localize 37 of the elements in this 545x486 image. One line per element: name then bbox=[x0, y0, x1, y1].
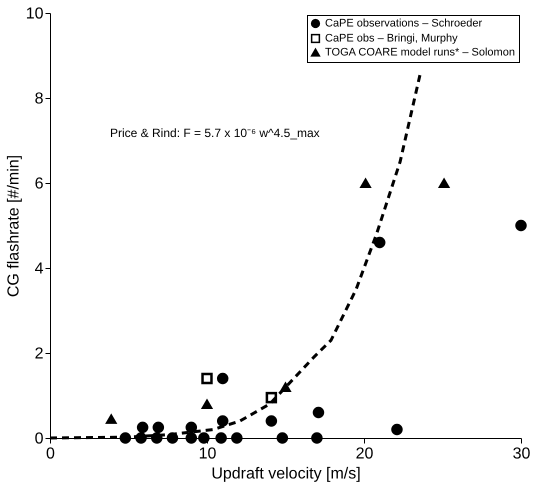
x-tick-label: 10 bbox=[198, 446, 216, 462]
point bbox=[438, 178, 450, 188]
y-tick-label: 4 bbox=[34, 260, 44, 278]
y-tick-label: 10 bbox=[26, 6, 44, 22]
point bbox=[515, 220, 527, 232]
y-tick-label: 6 bbox=[34, 176, 44, 192]
point bbox=[198, 432, 210, 444]
point bbox=[216, 372, 228, 384]
point bbox=[266, 415, 278, 427]
point bbox=[374, 236, 386, 248]
point bbox=[152, 422, 164, 434]
point bbox=[216, 415, 228, 427]
x-axis-title: Updraft velocity [m/s] bbox=[211, 466, 361, 482]
x-tick-label: 20 bbox=[356, 446, 374, 462]
y-axis-title: CG flashrate [#/min] bbox=[6, 154, 23, 298]
point bbox=[360, 178, 372, 188]
point bbox=[201, 398, 213, 410]
y-tick-label: 0 bbox=[34, 430, 44, 448]
annotation: Price & Rind: F = 5.7 x 10⁻⁶ w^4.5_max bbox=[110, 126, 320, 140]
legend-label: CaPE obs – Bringi, Murphy bbox=[325, 32, 458, 44]
point bbox=[105, 414, 117, 424]
point bbox=[311, 432, 323, 444]
y-tick-label: 8 bbox=[34, 90, 44, 108]
point bbox=[231, 432, 243, 444]
point bbox=[201, 372, 213, 384]
point bbox=[186, 432, 198, 444]
legend-label: CaPE observations – Schroeder bbox=[325, 18, 482, 30]
y-tick-label: 2 bbox=[34, 346, 44, 362]
legend-label: TOGA COARE model runs* – Solomon bbox=[325, 46, 515, 58]
point bbox=[391, 424, 403, 436]
point bbox=[215, 432, 227, 444]
point bbox=[186, 422, 198, 434]
point bbox=[136, 422, 148, 434]
x-tick-label: 30 bbox=[512, 446, 530, 462]
point bbox=[312, 406, 324, 418]
point bbox=[276, 432, 288, 444]
x-tick-label: 0 bbox=[46, 446, 56, 462]
